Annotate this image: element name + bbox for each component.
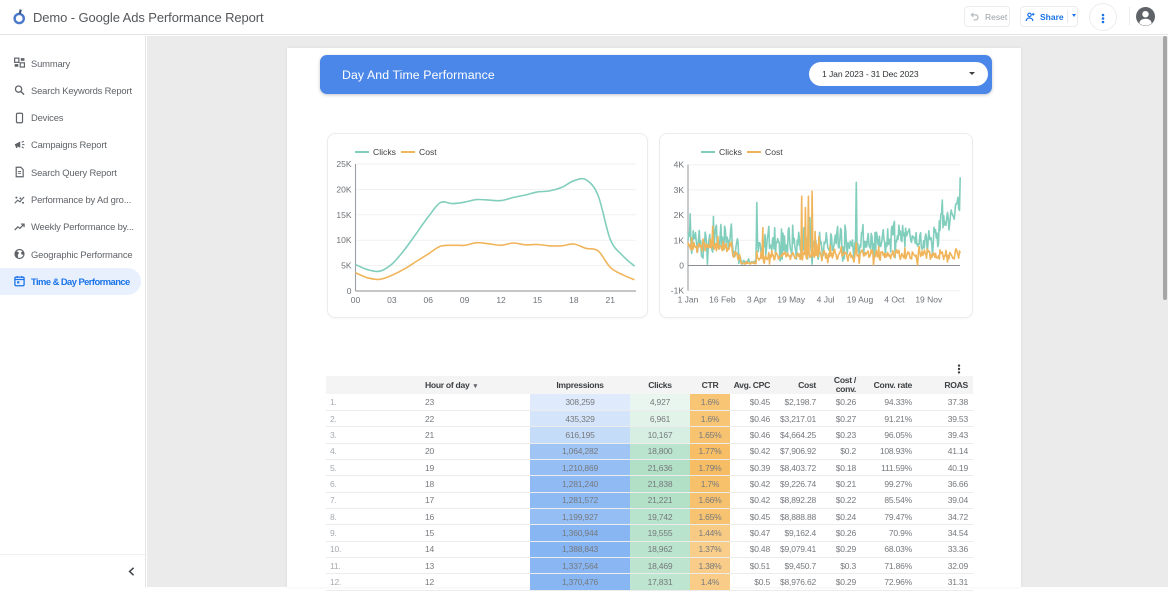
svg-text:0: 0 (347, 286, 352, 296)
svg-text:03: 03 (387, 295, 397, 305)
svg-text:Clicks: Clicks (719, 147, 742, 157)
svg-text:4 Oct: 4 Oct (884, 295, 905, 305)
svg-text:2K: 2K (674, 210, 685, 220)
svg-text:00: 00 (351, 295, 361, 305)
svg-text:Cost: Cost (419, 147, 437, 157)
svg-text:12: 12 (496, 295, 506, 305)
svg-text:3K: 3K (674, 185, 685, 195)
svg-text:4 Jul: 4 Jul (817, 295, 835, 305)
svg-text:25K: 25K (336, 159, 351, 169)
svg-text:3 Apr: 3 Apr (747, 295, 767, 305)
svg-text:15K: 15K (336, 210, 351, 220)
svg-text:19 Nov: 19 Nov (915, 295, 943, 305)
svg-text:06: 06 (424, 295, 434, 305)
svg-text:19 Aug: 19 Aug (847, 295, 874, 305)
svg-text:19 May: 19 May (777, 295, 806, 305)
svg-text:0: 0 (679, 261, 684, 271)
svg-text:15: 15 (533, 295, 543, 305)
svg-text:18: 18 (569, 295, 579, 305)
svg-text:21: 21 (605, 295, 615, 305)
svg-text:-1K: -1K (671, 286, 685, 296)
svg-text:Cost: Cost (765, 147, 783, 157)
svg-text:20K: 20K (336, 184, 351, 194)
svg-text:1K: 1K (674, 235, 685, 245)
svg-text:5K: 5K (341, 261, 352, 271)
svg-text:1 Jan: 1 Jan (678, 295, 699, 305)
svg-text:16 Feb: 16 Feb (709, 295, 736, 305)
svg-text:10K: 10K (336, 235, 351, 245)
svg-text:Clicks: Clicks (373, 147, 396, 157)
svg-text:4K: 4K (674, 160, 685, 170)
svg-text:09: 09 (460, 295, 470, 305)
